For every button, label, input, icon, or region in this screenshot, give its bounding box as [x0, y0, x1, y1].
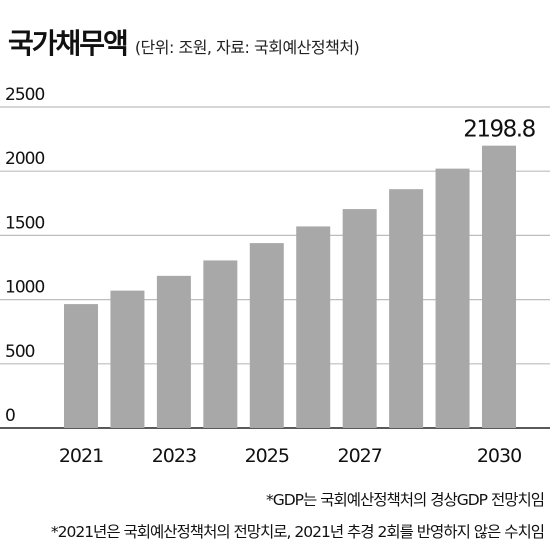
bar-2024	[203, 260, 238, 428]
bar-2022	[110, 290, 145, 428]
y-tick-label-2500: 2500	[5, 85, 44, 105]
bar-2027	[342, 209, 377, 428]
data-labels: 2198.8	[463, 117, 537, 143]
footnote-gdp: *GDP는 국회예산정책처의 경상GDP 전망치임	[265, 491, 545, 509]
x-tick-label-2025: 2025	[245, 445, 289, 467]
x-axis-ticks: 2021 2023 2025 2027 2030	[59, 445, 522, 467]
footnote-2021: *2021년은 국회예산정책처의 전망치로, 2021년 추경 2회를 반영하지…	[50, 523, 545, 541]
x-tick-label-2030: 2030	[477, 445, 521, 467]
y-tick-label-1000: 1000	[5, 278, 44, 298]
bar-2021	[64, 304, 98, 428]
chart-subtitle: (단위: 조원, 자료: 국회예산정책처)	[134, 38, 360, 57]
bar-2029	[435, 168, 470, 428]
y-axis-ticks: 0 500 1000 1500 2000 2500	[5, 85, 45, 426]
y-tick-label-500: 500	[5, 342, 35, 362]
data-label-2030: 2198.8	[463, 117, 535, 143]
bar-2026	[296, 226, 331, 428]
x-tick-label-2021: 2021	[59, 445, 103, 467]
title-row: 국가채무액 (단위: 조원, 자료: 국회예산정책처)	[8, 22, 360, 62]
bar-2025	[249, 243, 284, 428]
x-tick-label-2023: 2023	[152, 445, 196, 467]
y-tick-label-2000: 2000	[5, 149, 44, 169]
footnotes: *GDP는 국회예산정책처의 경상GDP 전망치임 *2021년은 국회예산정책…	[50, 490, 545, 542]
chart-title: 국가채무액	[8, 27, 129, 60]
bar-2023	[156, 275, 191, 428]
bar-2030	[482, 145, 516, 429]
x-tick-label-2027: 2027	[337, 445, 381, 467]
y-tick-label-0: 0	[5, 406, 15, 426]
y-tick-label-1500: 1500	[5, 213, 44, 233]
bar-2028	[389, 189, 424, 428]
bars	[64, 145, 516, 429]
